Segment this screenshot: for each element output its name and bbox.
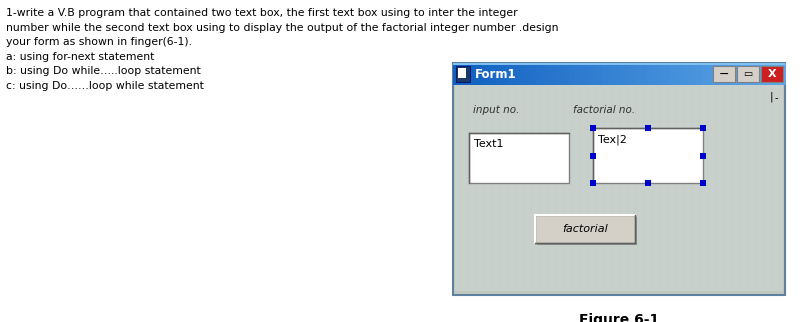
Bar xyxy=(763,63,769,85)
Bar xyxy=(614,63,619,85)
Bar xyxy=(558,63,564,85)
Bar xyxy=(542,63,547,85)
Bar xyxy=(586,63,592,85)
Bar xyxy=(713,63,719,85)
Bar xyxy=(752,63,758,85)
Bar xyxy=(636,63,642,85)
Bar xyxy=(746,63,752,85)
Bar xyxy=(453,63,785,295)
Bar xyxy=(652,63,658,85)
Bar xyxy=(619,63,625,85)
Bar xyxy=(525,63,531,85)
Bar xyxy=(658,63,664,85)
Bar xyxy=(625,63,630,85)
Bar xyxy=(718,63,725,85)
Bar xyxy=(593,128,703,183)
Bar xyxy=(702,63,708,85)
Text: factorial: factorial xyxy=(562,224,608,234)
Bar xyxy=(508,63,514,85)
Text: ▭: ▭ xyxy=(743,69,753,79)
Bar xyxy=(455,85,783,291)
Bar xyxy=(779,63,786,85)
Bar xyxy=(475,63,481,85)
Bar xyxy=(580,63,586,85)
Bar xyxy=(470,134,570,184)
Text: factorial no.: factorial no. xyxy=(573,105,635,115)
Bar xyxy=(535,215,635,243)
Bar xyxy=(481,63,486,85)
Bar xyxy=(547,63,553,85)
Bar xyxy=(456,66,470,82)
Bar xyxy=(697,63,702,85)
Bar xyxy=(707,63,714,85)
Bar xyxy=(591,63,598,85)
Bar xyxy=(768,63,774,85)
Text: a: using for-next statement: a: using for-next statement xyxy=(6,52,154,62)
Bar xyxy=(519,63,526,85)
Bar xyxy=(641,63,647,85)
Bar xyxy=(713,66,735,82)
Text: 1-write a V.B program that contained two text box, the first text box using to i: 1-write a V.B program that contained two… xyxy=(6,8,518,18)
Bar xyxy=(735,63,742,85)
Bar xyxy=(663,63,670,85)
Bar xyxy=(470,63,476,85)
Text: c: using Do……loop while statement: c: using Do……loop while statement xyxy=(6,80,204,90)
Text: b: using Do while…..loop statement: b: using Do while…..loop statement xyxy=(6,66,201,76)
Bar xyxy=(514,63,520,85)
Bar xyxy=(574,63,581,85)
Bar xyxy=(737,66,759,82)
Bar xyxy=(458,68,466,78)
Bar xyxy=(674,63,680,85)
Bar xyxy=(453,63,459,85)
Bar xyxy=(646,63,653,85)
Bar xyxy=(594,129,704,184)
Bar xyxy=(686,63,691,85)
Bar xyxy=(630,63,636,85)
Text: input no.: input no. xyxy=(473,105,519,115)
Text: number while the second text box using to display the output of the factorial in: number while the second text box using t… xyxy=(6,23,558,33)
Bar xyxy=(458,63,465,85)
Bar xyxy=(669,63,675,85)
Bar xyxy=(453,63,785,65)
Text: X: X xyxy=(768,69,776,79)
Bar xyxy=(536,63,542,85)
Bar xyxy=(602,63,609,85)
Text: −: − xyxy=(718,68,730,80)
Bar xyxy=(503,63,509,85)
Bar xyxy=(724,63,730,85)
Bar xyxy=(691,63,697,85)
Bar xyxy=(564,63,570,85)
Bar xyxy=(469,133,569,183)
Bar xyxy=(498,63,503,85)
Text: Tex|2: Tex|2 xyxy=(598,134,627,145)
Bar xyxy=(553,63,558,85)
Bar xyxy=(486,63,492,85)
Bar xyxy=(741,63,746,85)
Bar xyxy=(464,63,470,85)
Text: Figure 6-1: Figure 6-1 xyxy=(579,313,659,322)
Text: Form1: Form1 xyxy=(475,68,517,80)
Bar xyxy=(758,63,763,85)
Bar xyxy=(570,63,575,85)
Bar xyxy=(530,63,537,85)
Bar xyxy=(597,63,603,85)
Bar xyxy=(492,63,498,85)
Text: your form as shown in finger(6-1).: your form as shown in finger(6-1). xyxy=(6,37,192,47)
Text: |: | xyxy=(769,91,773,101)
Text: -: - xyxy=(775,93,778,103)
Bar xyxy=(730,63,736,85)
Text: Text1: Text1 xyxy=(474,139,503,149)
Bar xyxy=(774,63,780,85)
Bar xyxy=(761,66,783,82)
Bar xyxy=(608,63,614,85)
Bar xyxy=(537,217,637,245)
Bar xyxy=(680,63,686,85)
